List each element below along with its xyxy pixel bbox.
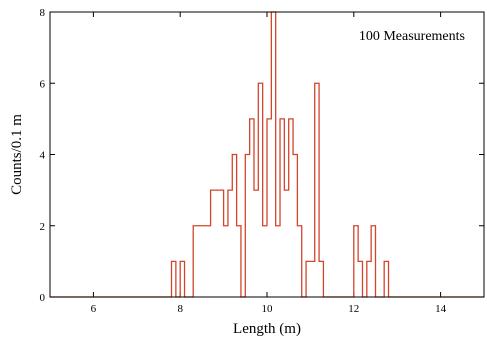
y-tick-label: 6 — [40, 78, 46, 90]
y-tick-label: 4 — [40, 150, 46, 162]
plot-frame — [49, 11, 485, 298]
y-tick-label: 0 — [40, 292, 46, 304]
x-tick-label: 14 — [435, 303, 447, 315]
x-tick-label: 12 — [348, 303, 359, 315]
measurement-count-annotation: 100 Measurements — [359, 29, 465, 44]
y-axis-label: Counts/0.1 m — [9, 114, 25, 195]
x-tick-labels: 6 8 10 12 14 — [91, 303, 447, 315]
y-tick-labels: 0 2 4 6 8 — [40, 7, 46, 304]
histogram-step-line — [50, 11, 484, 298]
x-tick-label: 8 — [177, 303, 183, 315]
y-tick-label: 2 — [40, 221, 46, 233]
y-tick-label: 8 — [40, 7, 46, 19]
x-tick-label: 6 — [91, 303, 97, 315]
x-tick-label: 10 — [262, 303, 274, 315]
x-axis-label: Length (m) — [233, 321, 301, 337]
